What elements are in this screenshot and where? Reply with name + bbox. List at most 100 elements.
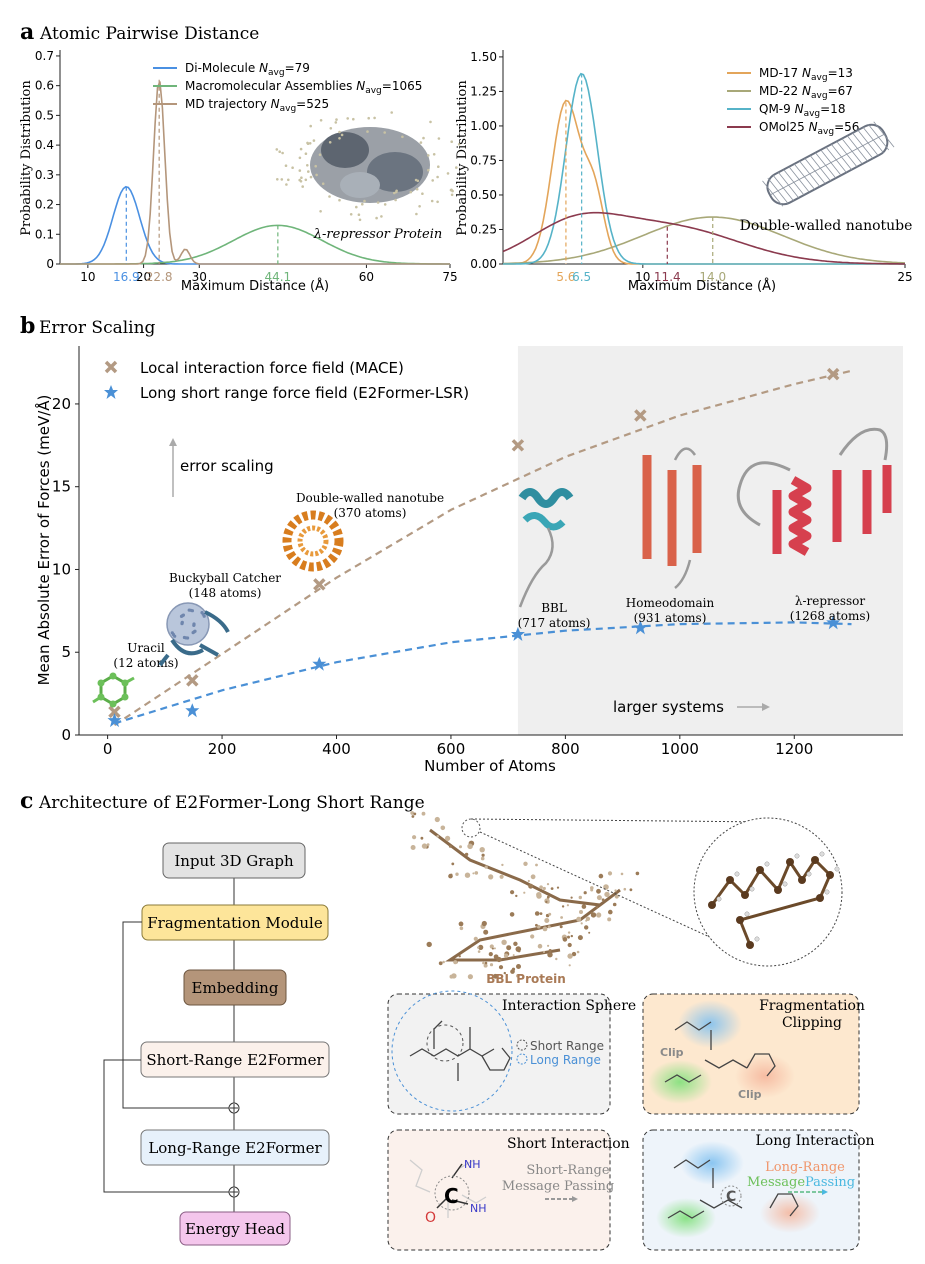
nanotube-name: Double-walled nanotube [296, 491, 444, 505]
nanotube-top-image [282, 510, 344, 572]
aR-curve-md-22 [502, 216, 906, 265]
aL-xtick-label-3: 60 [359, 270, 374, 284]
chart-a-right: 0.00 0.25 0.50 0.75 1.00 1.25 1.50 10 25 5.6 14.… [455, 50, 913, 294]
aR-xtick-label-1: 25 [897, 270, 912, 284]
aR-ytick-label-4: 1.00 [470, 119, 497, 133]
panel-b-letter: b [20, 313, 35, 339]
b-xtick-label-5: 1000 [661, 740, 699, 758]
mace-point-0 [108, 705, 121, 719]
mace-point-2 [313, 578, 326, 591]
mace-point-1 [186, 674, 199, 687]
lsr-point-2 [312, 656, 327, 671]
uracil-atoms: (12 atoms) [113, 656, 178, 670]
chart-b-legend: Local interaction force field (MACE) Lon… [104, 359, 469, 402]
larger-systems-region [517, 346, 903, 735]
b-xtick-label-3: 600 [437, 740, 466, 758]
nanotube-atoms: (370 atoms) [334, 506, 407, 520]
chart-b-xlabel: Number of Atoms [424, 757, 556, 775]
lsr-point-1 [185, 703, 200, 718]
long-interaction-title: Long Interaction [755, 1133, 874, 1149]
bbl-image [518, 488, 574, 608]
homeodomain-name: Homeodomain [626, 596, 715, 610]
legend-mace-label: Local interaction force field (MACE) [140, 359, 404, 377]
b-fit-lsr [114, 621, 852, 725]
atom-c-long: C [726, 1189, 736, 1205]
chart-a-right-ylabel: Probability Distribution [455, 80, 470, 236]
long-range-e2former-box[interactable] [140, 1129, 330, 1166]
b-fit-mace [113, 369, 852, 727]
atom-nh-2: NH [470, 1202, 487, 1215]
passing-text: Passing [805, 1175, 855, 1190]
buckyball-name: Buckyball Catcher [169, 571, 281, 585]
atom-nh-1: NH [464, 1158, 481, 1171]
panel-c-title: Architecture of E2Former-Long Short Rang… [38, 793, 425, 813]
mace-point-5 [826, 367, 840, 381]
architecture-flowchart: Input 3D Graph Fragmentation Module Embe… [103, 842, 330, 1246]
b-xtick-label-1: 200 [208, 740, 237, 758]
buckyball-catcher-image [158, 602, 230, 667]
aR-ytick-label-2: 0.50 [470, 188, 497, 202]
aR-ytick-label-1: 0.25 [470, 222, 497, 236]
aL-ytick-label-4: 0.4 [35, 138, 54, 152]
lambda-atoms: (1268 atoms) [790, 609, 870, 623]
chart-a-left-ylabel: Probability Distribution [19, 80, 34, 236]
aR-ytick-label-3: 0.75 [470, 153, 497, 167]
homeodomain-atoms: (931 atoms) [634, 611, 707, 625]
fragmentation-title-1: Fragmentation [759, 998, 865, 1014]
aL-ytick-label-2: 0.2 [35, 198, 54, 212]
error-scaling-label: error scaling [180, 457, 274, 475]
energy-head-label: Energy Head [185, 1220, 285, 1238]
aR-ytick-label-6: 1.50 [470, 50, 497, 64]
short-range-e2former-label: Short-Range E2Former [146, 1051, 324, 1069]
aR-curve-qm-9 [503, 72, 905, 265]
larger-systems-label: larger systems [613, 698, 724, 716]
aL-peak-label-2: 22.8 [146, 270, 173, 284]
b-ytick-label-0: 0 [61, 726, 71, 744]
long-range-text: Long-Range [765, 1160, 845, 1175]
homeodomain-image [642, 447, 702, 589]
b-ytick-label-4: 20 [52, 395, 71, 413]
bbl-atoms: (717 atoms) [518, 616, 591, 630]
long-interaction-box: C Long Interaction Long-Range Message Pa… [642, 1129, 875, 1251]
lsr-point-4 [633, 620, 648, 635]
embedding-label: Embedding [192, 979, 279, 997]
nanotube-caption: Double-walled nanotube [740, 218, 913, 234]
nanotube-image [762, 121, 895, 207]
interaction-sphere-title: Interaction Sphere [502, 998, 636, 1014]
long-range-e2former-label: Long-Range E2Former [148, 1139, 322, 1157]
b-ytick-label-3: 15 [52, 478, 71, 496]
aL-peak-label-1: 44.1 [264, 270, 291, 284]
aR-peak-label-0: 5.6 [556, 270, 575, 284]
aL-xtick-label-0: 10 [80, 270, 95, 284]
panel-b-title: Error Scaling [39, 318, 156, 338]
input-3d-graph-box[interactable] [162, 842, 306, 879]
aL-peak-label-0: 16.9 [113, 270, 140, 284]
lambda-repressor-ribbon [736, 427, 892, 556]
b-xtick-label-6: 1200 [775, 740, 813, 758]
bbl-protein-label: BBL Protein [486, 972, 566, 986]
interaction-sphere-box: Interaction Sphere Short Range Long Rang… [387, 990, 636, 1115]
message-passing-text: Message Passing [502, 1179, 614, 1194]
chart-b-ylabel: Mean Absolute Error of Forces (meV/Å) [34, 395, 53, 686]
bbl-name: BBL [541, 601, 567, 615]
embedding-box[interactable] [183, 969, 287, 1006]
input-3d-graph-label: Input 3D Graph [174, 852, 294, 870]
b-xtick-label-2: 400 [322, 740, 351, 758]
aL-ytick-label-6: 0.6 [35, 79, 54, 93]
aL-ytick-label-3: 0.3 [35, 168, 54, 182]
aR-ytick-label-0: 0.00 [470, 257, 497, 271]
lambda-name: λ-repressor [795, 594, 866, 608]
atom-o-short: O [425, 1210, 436, 1226]
aL-xtick-label-1: 20 [136, 270, 151, 284]
chart-a-left-xlabel: Maximum Distance (Å) [181, 278, 329, 294]
energy-head-box[interactable] [179, 1211, 291, 1246]
aR-ytick-label-5: 1.25 [470, 84, 497, 98]
aL-ytick-label-0: 0 [46, 257, 54, 271]
fragmentation-title-2: Clipping [782, 1015, 842, 1031]
short-interaction-title: Short Interaction [507, 1136, 630, 1152]
aL-legend-label-0: Di-Molecule Navg=79 [185, 61, 310, 78]
lsr-point-0 [107, 713, 122, 728]
skip-connection-1 [122, 921, 229, 1109]
aL-legend-label-1: Macromolecular Assemblies Navg=1065 [185, 79, 422, 96]
